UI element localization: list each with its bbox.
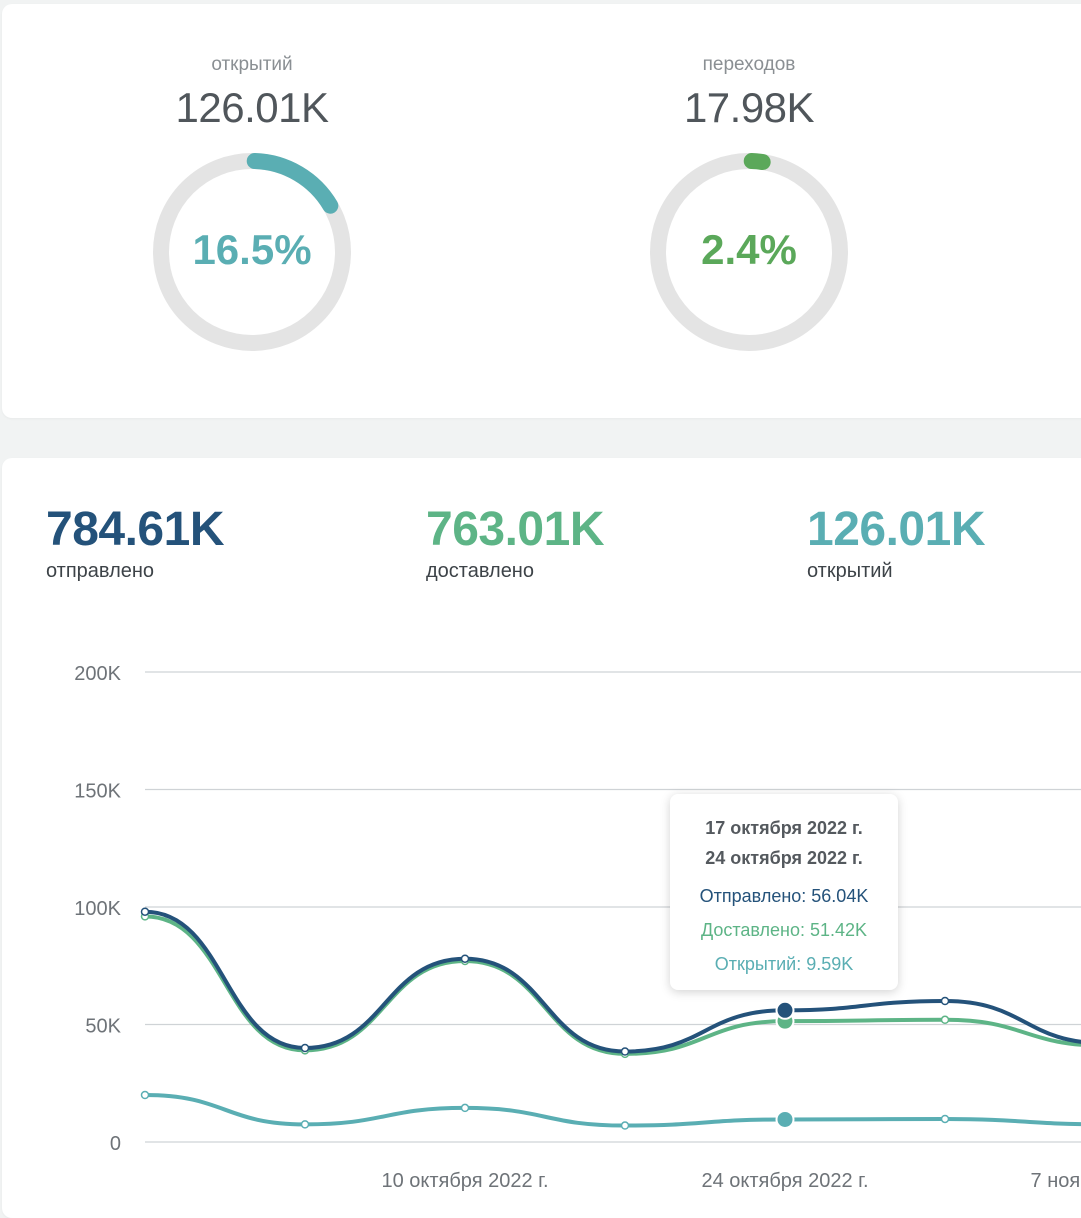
donut-clicks-count: 17.98K — [629, 84, 869, 132]
donut-opens-label: открытий — [132, 54, 372, 76]
y-tick-label: 50K — [85, 1016, 121, 1038]
y-tick-label: 0 — [110, 1133, 121, 1155]
data-point[interactable] — [462, 1104, 469, 1111]
chart-series — [145, 912, 1081, 1126]
data-point[interactable] — [462, 955, 469, 962]
data-point[interactable] — [142, 908, 149, 915]
stat-sent-label: отправлено — [46, 560, 224, 583]
y-tick-label: 150K — [74, 781, 121, 803]
data-point[interactable] — [942, 1115, 949, 1122]
chart-y-axis: 0 50K 100K 150K 200K — [74, 663, 121, 1155]
data-point[interactable] — [777, 1111, 794, 1128]
data-point[interactable] — [942, 1016, 949, 1023]
data-point[interactable] — [142, 1092, 149, 1099]
line-chart[interactable]: 0 50K 100K 150K 200K 10 октября 2022 г. 24 ок… — [0, 640, 1081, 1200]
y-tick-label: 200K — [74, 663, 121, 685]
stat-opened-value: 126.01K — [807, 504, 985, 556]
donut-opens-percent: 16.5% — [132, 226, 372, 274]
chart-tooltip: 17 октября 2022 г. 24 октября 2022 г. От… — [670, 794, 898, 990]
tooltip-sent: Отправлено: 56.04K — [670, 879, 898, 913]
stat-sent: 784.61K отправлено — [46, 504, 224, 583]
data-point[interactable] — [942, 998, 949, 1005]
donut-opens-count: 126.01K — [132, 84, 372, 132]
stat-opened-label: открытий — [807, 560, 985, 583]
donut-clicks-label: переходов — [629, 54, 869, 76]
chart-x-axis: 10 октября 2022 г. 24 октября 2022 г. 7 но… — [381, 1170, 1081, 1192]
tooltip-opened: Открытий: 9.59K — [670, 947, 898, 981]
data-point[interactable] — [302, 1045, 309, 1052]
series-line-Отправлено — [145, 912, 1081, 1052]
tooltip-date-start: 17 октября 2022 г. — [670, 813, 898, 843]
series-line-Открытий — [145, 1095, 1081, 1126]
donut-opens-arc — [255, 161, 331, 206]
chart-grid — [145, 672, 1081, 1142]
data-point[interactable] — [622, 1122, 629, 1129]
series-line-Доставлено — [145, 916, 1081, 1053]
tooltip-delivered: Доставлено: 51.42K — [670, 913, 898, 947]
data-point[interactable] — [777, 1002, 794, 1019]
stat-delivered-value: 763.01K — [426, 504, 604, 556]
stat-sent-value: 784.61K — [46, 504, 224, 556]
x-tick-label: 24 октября 2022 г. — [701, 1170, 868, 1192]
data-point[interactable] — [302, 1121, 309, 1128]
data-point[interactable] — [622, 1048, 629, 1055]
stat-delivered: 763.01K доставлено — [426, 504, 604, 583]
x-tick-label: 7 ноября 2022 г. — [1031, 1170, 1081, 1192]
stat-opened: 126.01K открытий — [807, 504, 985, 583]
x-tick-label: 10 октября 2022 г. — [381, 1170, 548, 1192]
donut-clicks-percent: 2.4% — [629, 226, 869, 274]
tooltip-date-end: 24 октября 2022 г. — [670, 843, 898, 873]
y-tick-label: 100K — [74, 898, 121, 920]
donut-clicks-arc — [752, 161, 763, 162]
stat-delivered-label: доставлено — [426, 560, 604, 583]
